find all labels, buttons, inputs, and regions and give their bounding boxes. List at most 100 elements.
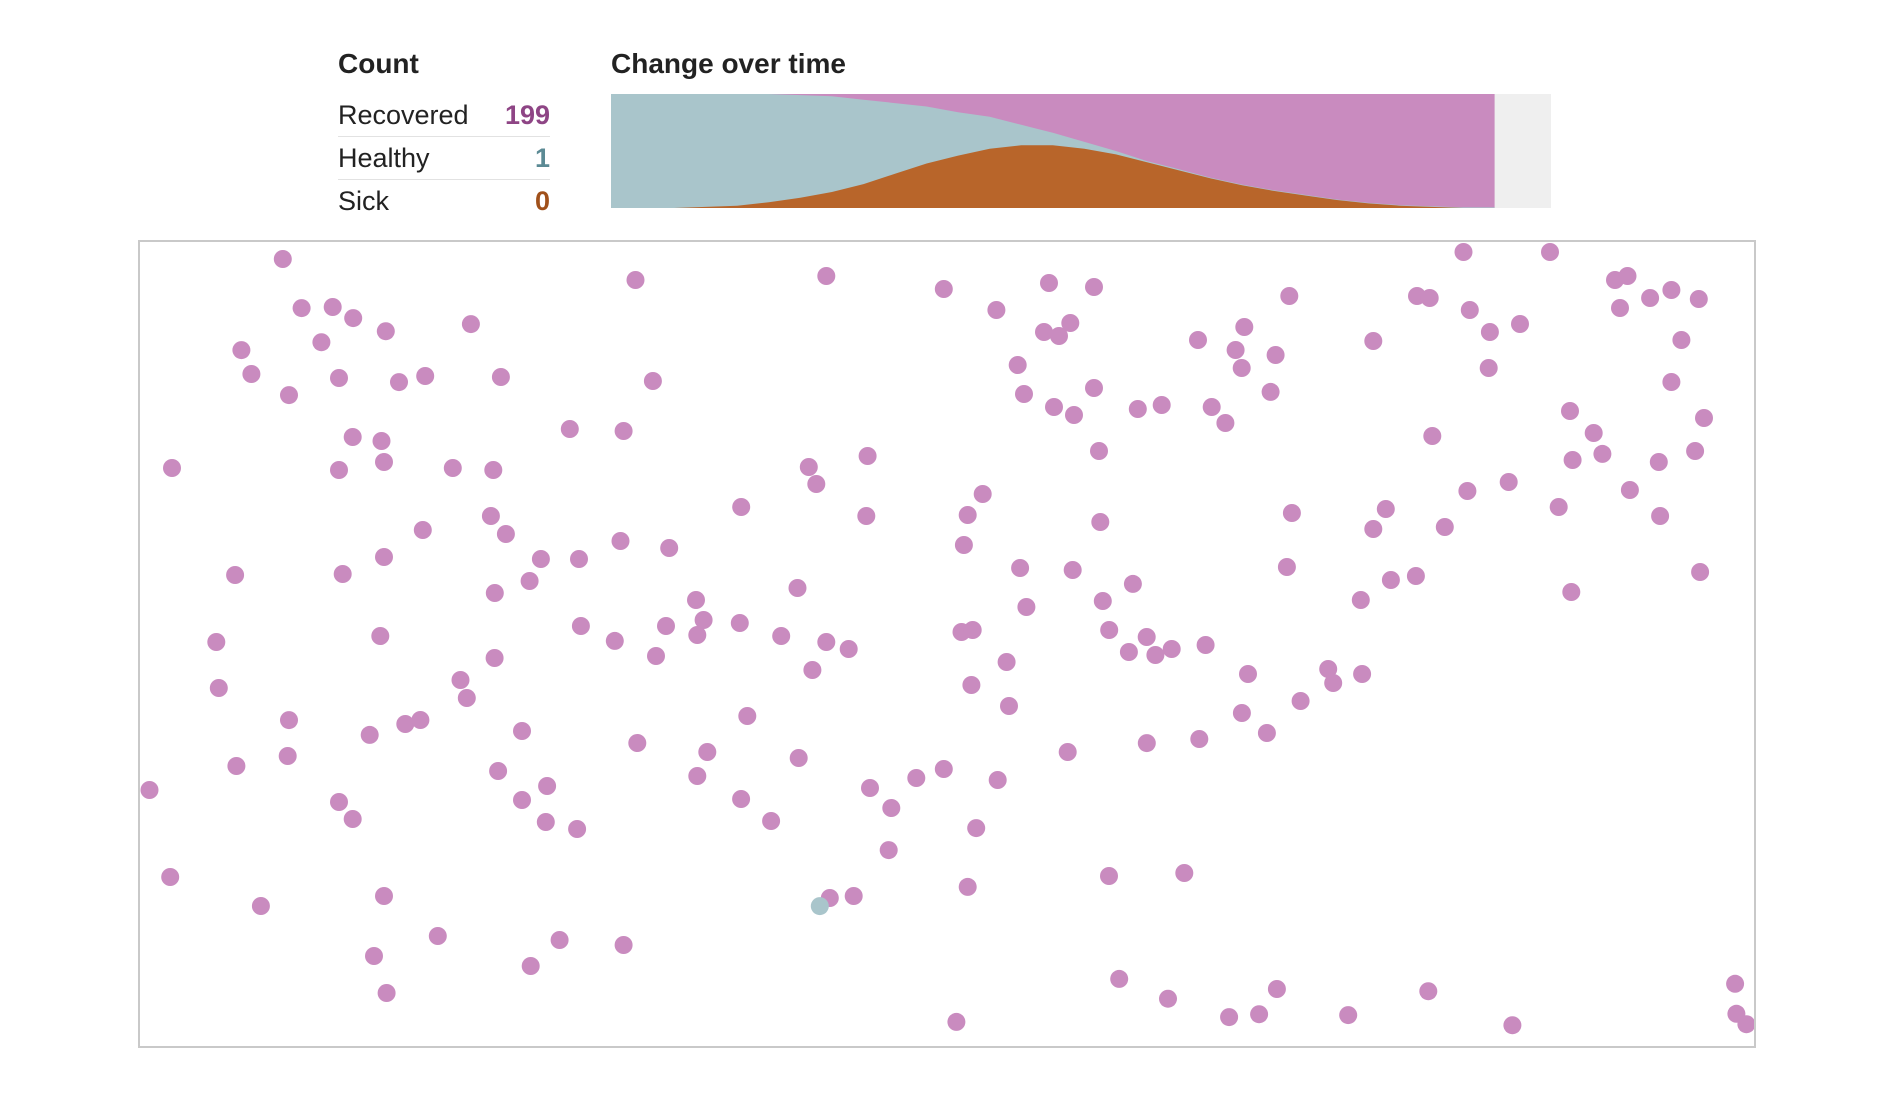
dot-recovered (789, 749, 808, 767)
simulation-box (138, 240, 1756, 1048)
dot-recovered (807, 475, 826, 493)
change-over-time-panel: Change over time (611, 44, 1551, 208)
dot-recovered (1364, 332, 1383, 350)
dot-recovered (570, 550, 588, 568)
dot-recovered (1563, 451, 1582, 469)
dot-recovered (660, 539, 679, 557)
dot-recovered (513, 722, 531, 740)
dot-recovered (1035, 323, 1053, 341)
dot-recovered (1063, 561, 1082, 579)
dot-recovered (1085, 278, 1103, 296)
dot-recovered (232, 341, 251, 360)
dot-recovered (1561, 402, 1579, 420)
dot-recovered (1261, 382, 1280, 401)
dot-recovered (1008, 356, 1027, 374)
dot-recovered (457, 689, 476, 707)
dot-recovered (485, 649, 504, 667)
dot-recovered (513, 791, 531, 809)
dot-recovered (330, 461, 348, 479)
dot-recovered (1137, 628, 1156, 646)
dot-recovered (1511, 315, 1529, 333)
dot-recovered (1000, 697, 1018, 715)
dot-recovered (1319, 660, 1338, 678)
dot-recovered (1015, 385, 1033, 403)
dot-recovered (163, 459, 181, 477)
area-sick (611, 145, 1495, 208)
count-label: Healthy (338, 142, 430, 173)
dot-recovered (1435, 518, 1454, 536)
dot-recovered (451, 671, 470, 689)
dot-recovered (628, 734, 647, 752)
dot-recovered (879, 841, 898, 860)
dot-recovered (1110, 969, 1129, 988)
dot-recovered (1480, 323, 1499, 341)
dot-recovered (360, 725, 379, 744)
dot-recovered (1641, 289, 1660, 307)
count-panel: Count Recovered 199 Healthy 1 Sick 0 (338, 44, 550, 222)
dot-recovered (343, 428, 362, 446)
dot-recovered (694, 611, 713, 629)
dot-recovered (371, 627, 390, 645)
dot-recovered (226, 566, 245, 584)
dot-recovered (1232, 359, 1251, 377)
dot-recovered (1189, 331, 1207, 349)
dot-recovered (278, 747, 297, 765)
dot-recovered (227, 757, 246, 775)
dot-recovered (1651, 507, 1670, 525)
dot-recovered (209, 679, 228, 697)
dot-recovered (330, 793, 348, 811)
dot-recovered (489, 762, 508, 780)
dot-recovered (375, 548, 393, 566)
dot-recovered (1137, 734, 1156, 753)
dot-recovered (1364, 520, 1383, 538)
dot-recovered (1017, 598, 1036, 616)
dot-recovered (292, 299, 311, 318)
dot-recovered (1220, 1008, 1239, 1027)
dot-recovered (858, 447, 877, 465)
dot-recovered (605, 631, 624, 650)
dot-recovered (484, 461, 503, 479)
dot-recovered (161, 868, 180, 886)
dot-recovered (1093, 592, 1112, 610)
dot-recovered (1291, 692, 1310, 710)
dot-recovered (375, 453, 393, 471)
dot-recovered (688, 767, 707, 785)
dot-recovered (372, 432, 391, 450)
dot-recovered (1119, 643, 1138, 661)
dot-recovered (521, 957, 540, 975)
dot-recovered (973, 485, 992, 503)
dot-recovered (343, 810, 362, 828)
dot-recovered (1050, 327, 1068, 345)
dot-recovered (1100, 621, 1119, 639)
dot-recovered (857, 507, 876, 525)
dot-recovered (280, 711, 298, 730)
dot-recovered (536, 813, 555, 831)
dot-recovered (772, 627, 791, 645)
dot-recovered (934, 760, 953, 778)
dot-recovered (626, 271, 645, 289)
dot-recovered (1562, 583, 1581, 601)
dot-recovered (1226, 341, 1245, 359)
dot-recovered (1146, 646, 1165, 664)
dot-recovered (1662, 281, 1681, 299)
dot-recovered (967, 819, 986, 838)
dot-recovered (958, 506, 977, 524)
dot-recovered (1593, 444, 1612, 463)
dot-recovered (688, 626, 707, 644)
dot-recovered (947, 1012, 966, 1031)
dot-recovered (416, 367, 435, 385)
dot-recovered (1618, 267, 1637, 285)
dot-recovered (788, 579, 807, 597)
dot-recovered (1611, 299, 1629, 317)
change-title: Change over time (611, 48, 846, 79)
dot-recovered (1216, 414, 1235, 432)
dot-recovered (732, 498, 751, 516)
dot-recovered (333, 565, 352, 583)
dot-recovered (687, 591, 705, 609)
dot-recovered (1672, 331, 1691, 349)
dot-recovered (1011, 559, 1030, 577)
dot-recovered (571, 617, 590, 635)
dot-recovered (611, 532, 630, 550)
dot-recovered (1454, 243, 1473, 261)
dot-recovered (817, 267, 836, 285)
